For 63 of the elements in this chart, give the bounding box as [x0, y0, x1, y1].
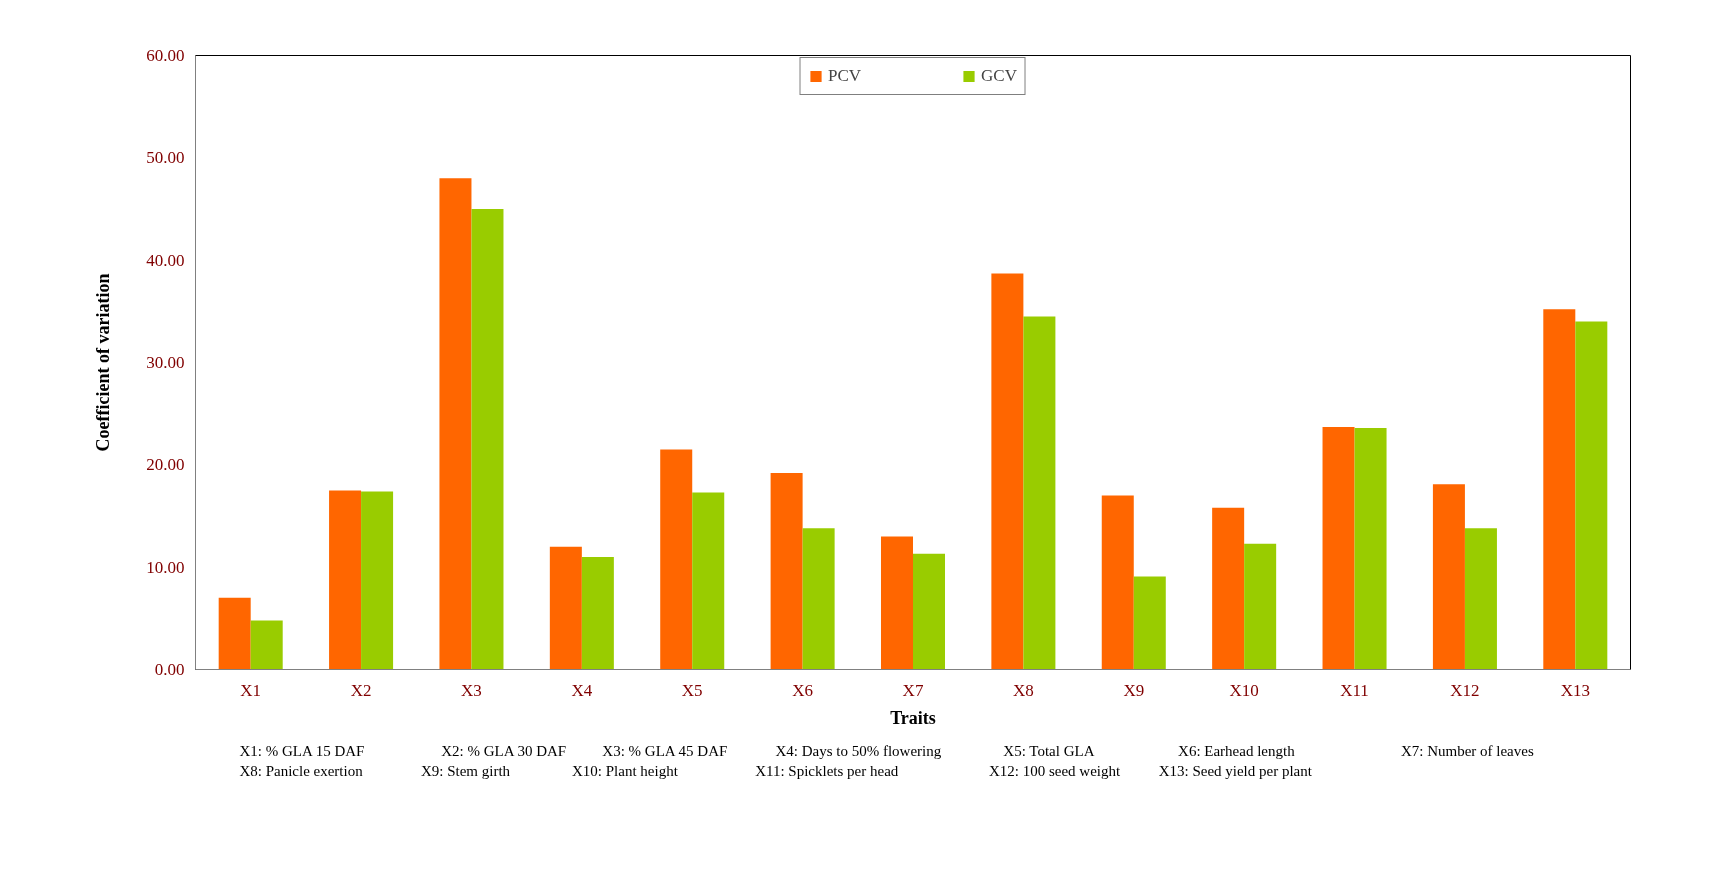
- text: X10: Plant height: [571, 762, 679, 779]
- bar: [1101, 495, 1134, 670]
- x-tick-label: X8: [1013, 680, 1034, 700]
- bar: [880, 536, 913, 670]
- x-tick-label: X3: [461, 680, 482, 700]
- text: X13: Seed yield per plant: [1158, 762, 1313, 779]
- bar: [329, 490, 362, 670]
- bar: [361, 491, 394, 670]
- bar: [581, 556, 614, 670]
- y-axis-title: Coefficient of variation: [93, 273, 114, 452]
- x-tick-label: X2: [350, 680, 372, 700]
- text: X12: 100 seed weight: [988, 762, 1122, 779]
- text: X4: Days to 50% flowering: [775, 742, 942, 759]
- x-tick-label: X4: [571, 680, 593, 700]
- x-tick-label: X10: [1229, 680, 1259, 700]
- bar: [660, 449, 693, 670]
- x-tick-label: X11: [1340, 680, 1369, 700]
- bar: [991, 273, 1024, 670]
- text: X11: Spicklets per head: [755, 762, 899, 779]
- y-tick-label: 30.00: [146, 353, 185, 372]
- legend-label: GCV: [981, 66, 1017, 86]
- y-tick-label: 0.00: [154, 660, 185, 679]
- x-tick-label: X5: [681, 680, 703, 700]
- x-tick-label: X12: [1450, 680, 1480, 700]
- bar: [1212, 507, 1245, 670]
- y-tick-label: 50.00: [146, 148, 185, 168]
- bar: [1322, 426, 1355, 670]
- bar: [692, 492, 725, 670]
- legend-label: PCV: [828, 66, 862, 86]
- bar: [250, 620, 283, 670]
- bar: [1244, 543, 1277, 670]
- bar: [770, 473, 803, 670]
- text: X5: Total GLA: [1003, 742, 1095, 759]
- x-tick-label: X6: [792, 680, 814, 700]
- bar: [913, 553, 946, 670]
- y-tick-label: 20.00: [146, 455, 185, 475]
- x-tick-label: X9: [1123, 680, 1145, 700]
- bar: [1575, 321, 1608, 670]
- bar: [471, 209, 504, 670]
- text: X3: % GLA 45 DAF: [602, 742, 728, 759]
- bar: [1133, 576, 1166, 670]
- text: X8: Panicle exertion: [239, 762, 364, 779]
- text: X6: Earhead length: [1178, 742, 1296, 759]
- text: X7: Number of leaves: [1400, 742, 1534, 759]
- bar: [1432, 484, 1465, 670]
- bar: [1354, 427, 1387, 670]
- text: X1: % GLA 15 DAF: [239, 742, 365, 759]
- text: X9: Stem girth: [420, 762, 511, 779]
- x-tick-label: X13: [1560, 680, 1590, 700]
- bar: [549, 546, 582, 670]
- x-tick-label: X1: [240, 680, 262, 700]
- y-tick-label: 10.00: [146, 557, 185, 577]
- bar: [218, 597, 251, 670]
- bar: [802, 528, 835, 670]
- bar: [439, 178, 472, 670]
- y-tick-label: 60.00: [146, 46, 185, 65]
- bar: [1023, 316, 1056, 670]
- bar: [1543, 309, 1576, 670]
- text: X2: % GLA 30 DAF: [441, 742, 567, 759]
- y-tick-label: 40.00: [146, 250, 185, 270]
- x-tick-label: X7: [902, 680, 924, 700]
- x-axis-title: Traits: [890, 707, 936, 728]
- bar: [1464, 528, 1497, 670]
